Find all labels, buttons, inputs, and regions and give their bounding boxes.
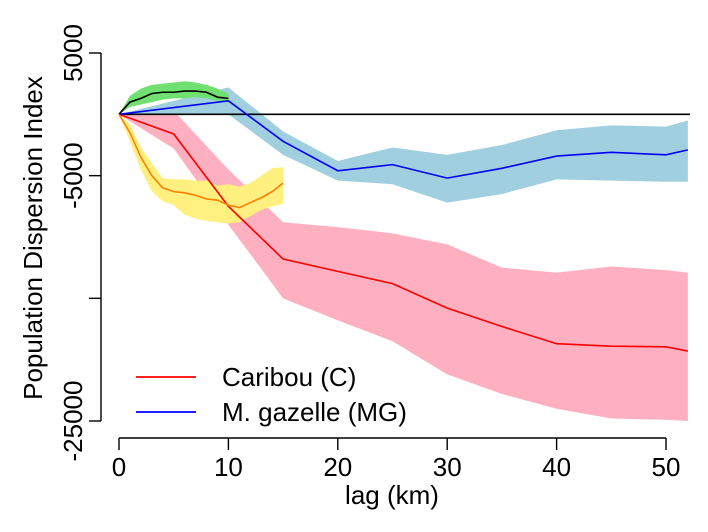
series-lines: [118, 90, 689, 352]
x-axis: [118, 437, 667, 450]
x-tick-label-1: 10: [214, 452, 243, 482]
y-tick-label-2: -5000: [58, 142, 88, 209]
y-tick-label-3: 5000: [58, 24, 88, 82]
x-tick-label-3: 30: [433, 452, 462, 482]
line-series-2: [118, 90, 229, 115]
x-tick-label-0: 0: [112, 452, 126, 482]
band-series-2: [119, 81, 229, 115]
band-series-1: [119, 87, 688, 203]
x-tick-label-4: 40: [542, 452, 571, 482]
line-series-0: [118, 113, 689, 352]
tick-labels: 0 10 20 30 40 50 -25000 -5000 5000: [58, 24, 680, 482]
legend-label-gazelle: M. gazelle (MG): [222, 397, 407, 427]
band-series-0: [119, 110, 688, 422]
legend: Caribou (C) M. gazelle (MG): [136, 362, 407, 427]
line-series-1: [118, 100, 689, 179]
confidence-bands: [119, 81, 688, 422]
x-axis-title: lag (km): [345, 480, 439, 510]
x-tick-label-2: 20: [323, 452, 352, 482]
y-tick-label-0: -25000: [58, 381, 88, 462]
y-axis: [89, 52, 102, 422]
y-axis-title: Population Dispersion Index: [18, 76, 48, 400]
legend-label-caribou: Caribou (C): [222, 362, 356, 392]
line-series-3: [118, 113, 284, 209]
x-tick-label-5: 50: [652, 452, 681, 482]
band-series-3: [119, 114, 284, 224]
